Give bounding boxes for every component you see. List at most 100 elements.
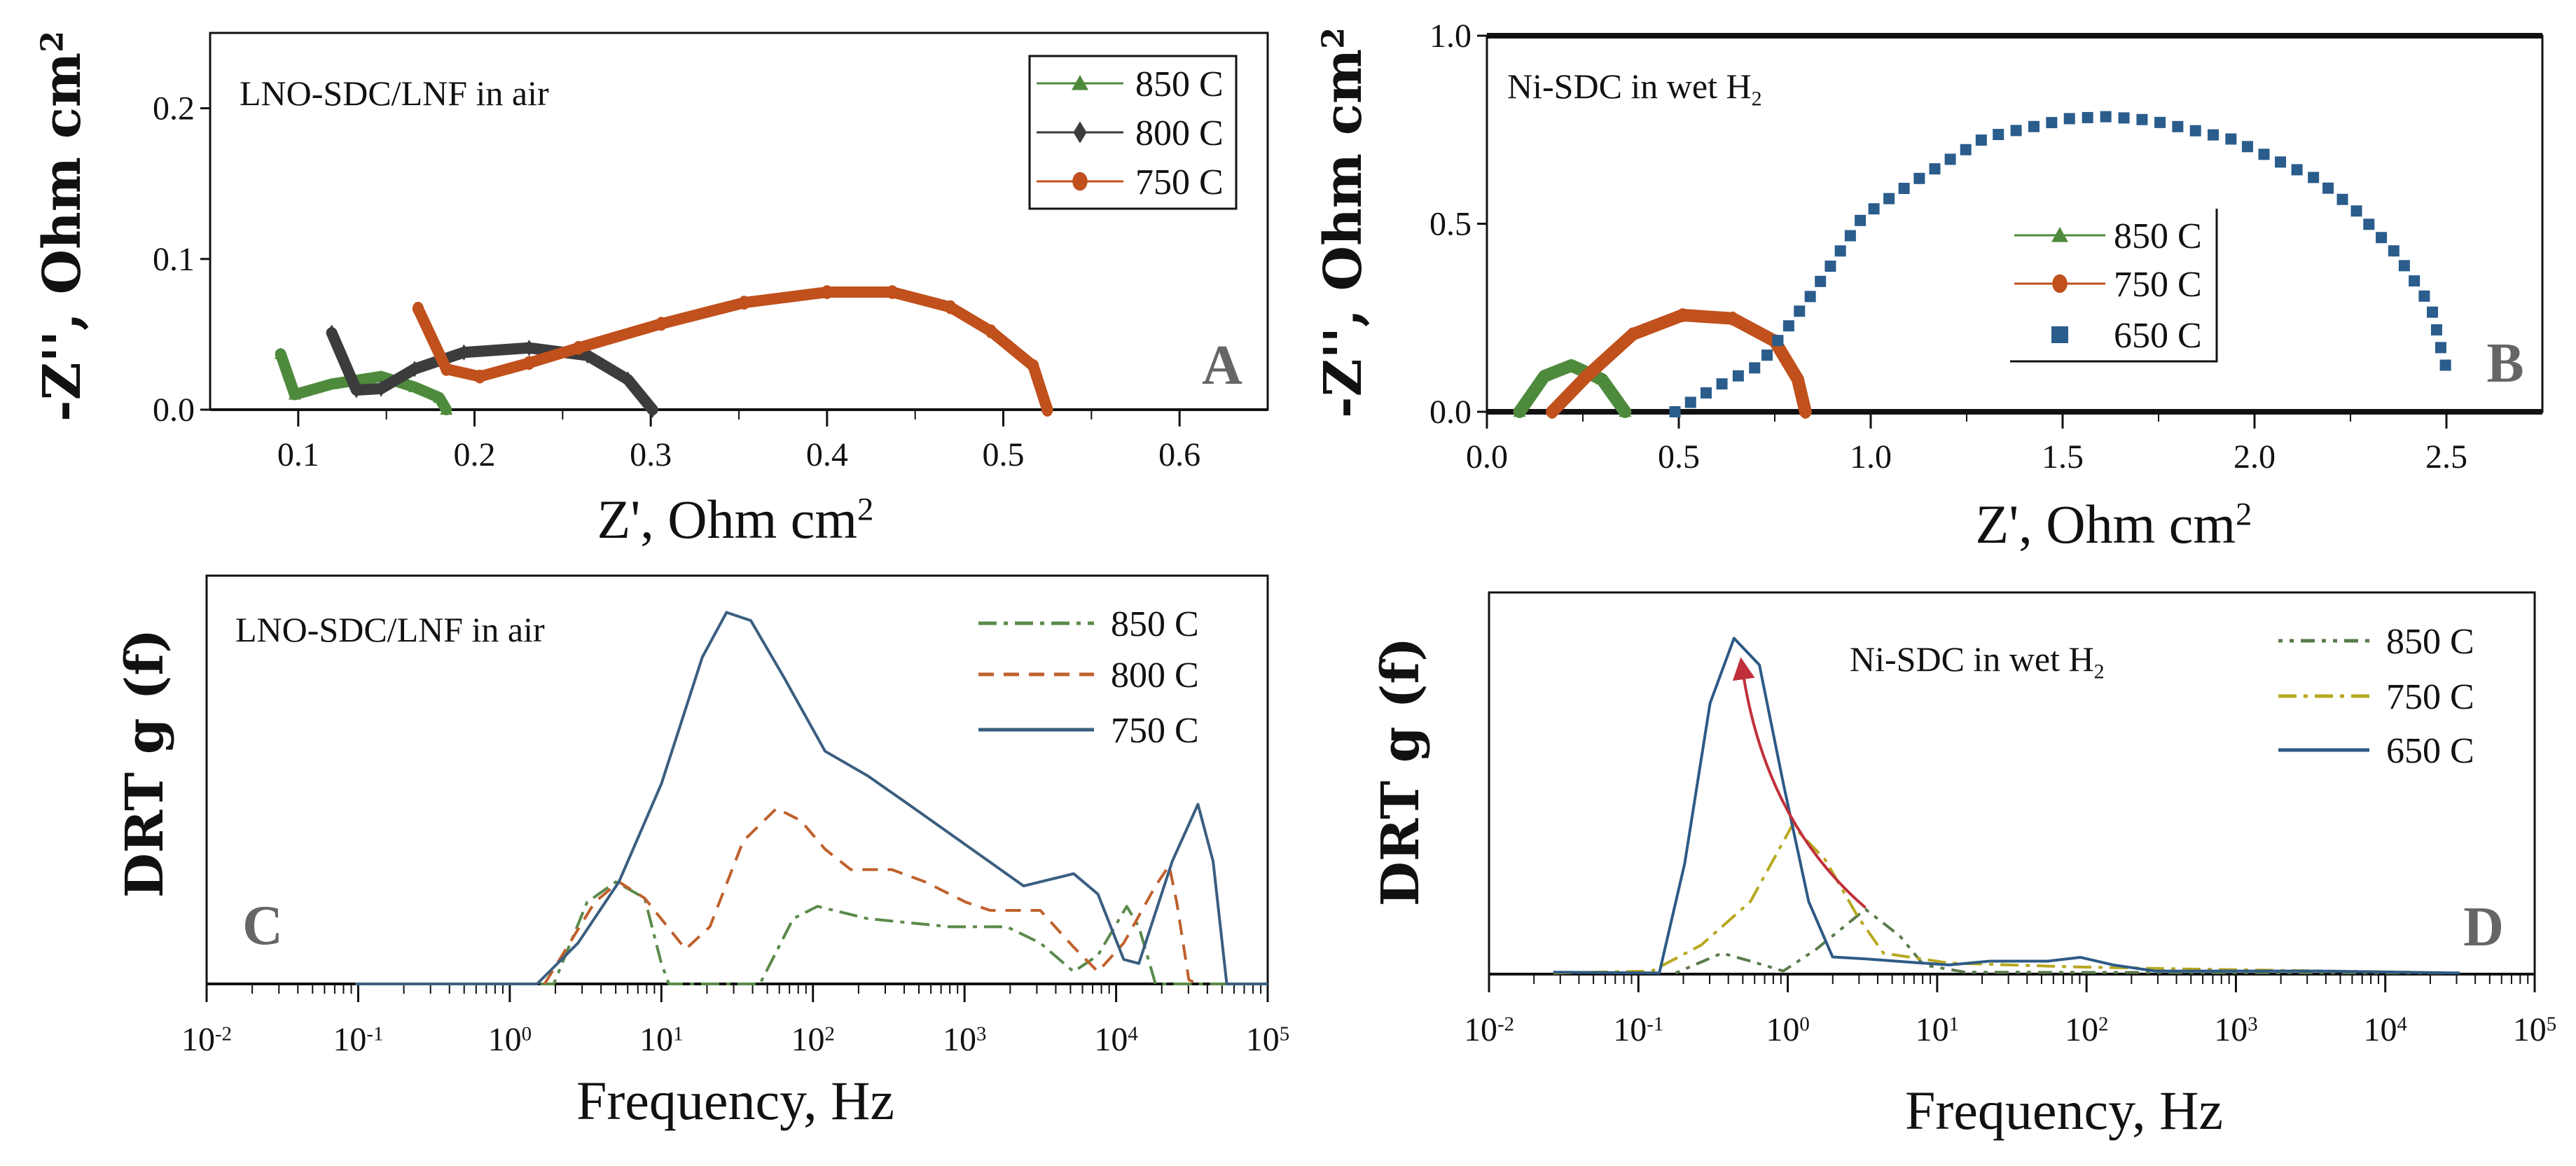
tick-base: 10: [2364, 1011, 2397, 1048]
data-point: [473, 369, 486, 384]
y-axis-title: DRT g (f): [115, 629, 175, 898]
data-point: [2409, 275, 2421, 287]
tick-base: 10: [1916, 1011, 1949, 1048]
tick-exponent: 2: [2098, 1013, 2108, 1036]
legend-marker: [1073, 121, 1087, 144]
data-point: [1619, 405, 1632, 417]
data-point: [2439, 359, 2451, 371]
tick-base: 10: [1246, 1021, 1280, 1058]
data-point: [1883, 193, 1895, 204]
legend-marker: [2051, 326, 2068, 343]
data-point: [375, 380, 387, 397]
tick-exponent: -2: [215, 1023, 232, 1046]
x-tick-label: 101: [1916, 1011, 1959, 1048]
data-point: [886, 285, 899, 300]
x-tick-label: 2.0: [2234, 438, 2276, 476]
data-point: [2291, 164, 2303, 176]
x-tick-label: 104: [1094, 1021, 1137, 1058]
data-point: [1913, 172, 1925, 184]
data-point: [1677, 308, 1689, 322]
data-point: [351, 382, 362, 398]
tick-exponent: 4: [2397, 1013, 2407, 1036]
data-point: [2118, 112, 2130, 124]
y-axis-title: -Z'', Ohm cm2: [32, 31, 92, 422]
tick-exponent: 5: [1280, 1023, 1289, 1046]
data-point: [2363, 218, 2375, 230]
tick-base: 10: [181, 1021, 215, 1058]
x-tick-label: 104: [2364, 1011, 2407, 1048]
panel-annotation-sub: 2: [2094, 660, 2105, 683]
series-line: [543, 807, 1199, 985]
tick-base: 10: [2513, 1011, 2547, 1048]
series-line: [1553, 824, 2411, 975]
data-point: [985, 324, 997, 338]
data-point: [623, 371, 633, 388]
data-point: [2172, 120, 2184, 132]
tick-base: 10: [1464, 1011, 1497, 1048]
series-line: [1553, 637, 2460, 975]
data-point: [2028, 120, 2040, 132]
data-point: [1868, 203, 1880, 215]
legend-marker: [1072, 75, 1088, 90]
legend-label: 750 C: [2114, 265, 2202, 305]
legend-label: 650 C: [2114, 316, 2202, 356]
tick-exponent: 3: [2248, 1013, 2257, 1036]
data-point: [2100, 111, 2112, 123]
y-axis-title-main: -Z'', Ohm cm: [1313, 49, 1373, 418]
y-tick-label: 0.5: [1429, 206, 1471, 243]
series-750c: [412, 285, 1053, 417]
legend-label: 850 C: [2114, 216, 2202, 256]
data-point: [2258, 148, 2270, 160]
data-point: [274, 347, 287, 359]
data-point: [433, 391, 446, 403]
data-point: [2275, 156, 2287, 168]
x-tick-label: 0.2: [454, 436, 496, 473]
data-point: [1799, 405, 1811, 419]
x-tick-label: 105: [2513, 1011, 2556, 1048]
data-point: [1772, 335, 1784, 347]
data-point: [2308, 172, 2320, 183]
data-point: [1815, 275, 1827, 287]
x-tick-label: 103: [943, 1021, 986, 1058]
data-point: [1513, 405, 1526, 417]
data-point: [2435, 342, 2446, 354]
data-point: [2082, 111, 2093, 123]
tick-exponent: 0: [1799, 1013, 1809, 1036]
tick-exponent: 5: [2547, 1013, 2556, 1036]
legend-label: 650 C: [2386, 731, 2474, 771]
tick-base: 10: [639, 1021, 673, 1058]
legend-box: [1028, 55, 1238, 210]
x-axis-title: Frequency, Hz: [1905, 1080, 2223, 1141]
series-line: [1546, 308, 1812, 418]
data-point: [2225, 133, 2237, 145]
x-axis-title: Z', Ohm cm2: [1976, 494, 2252, 555]
data-point: [1732, 370, 1744, 382]
data-point: [1700, 387, 1712, 399]
x-tick-label: 1.5: [2042, 438, 2084, 476]
data-point: [1804, 291, 1816, 303]
x-tick-label: 0.5: [983, 436, 1025, 473]
legend-label: 850 C: [1135, 64, 1224, 104]
x-tick-label: 100: [1766, 1011, 1809, 1048]
data-point: [2063, 113, 2075, 125]
x-axis-title-sup: 2: [857, 491, 873, 527]
data-point: [2336, 193, 2348, 205]
legend-marker: [2052, 274, 2068, 293]
y-tick-label: 0.1: [153, 241, 195, 278]
series-line: [358, 880, 1268, 985]
data-point: [1898, 183, 1910, 195]
data-point: [1027, 359, 1039, 373]
tick-base: 10: [2214, 1011, 2248, 1048]
panel-annotation-main: Ni-SDC in wet H: [1507, 67, 1752, 106]
data-point: [2208, 129, 2220, 141]
trend-arrow: [1732, 657, 1867, 909]
data-point: [441, 361, 452, 376]
data-point: [1824, 261, 1836, 272]
x-tick-label: 102: [2065, 1011, 2108, 1048]
data-point: [2154, 116, 2166, 128]
panel-annotation: LNO-SDC/LNF in air: [235, 610, 545, 649]
panel-annotation: Ni-SDC in wet H2: [1850, 639, 2105, 683]
series-650c: [1553, 637, 2460, 975]
